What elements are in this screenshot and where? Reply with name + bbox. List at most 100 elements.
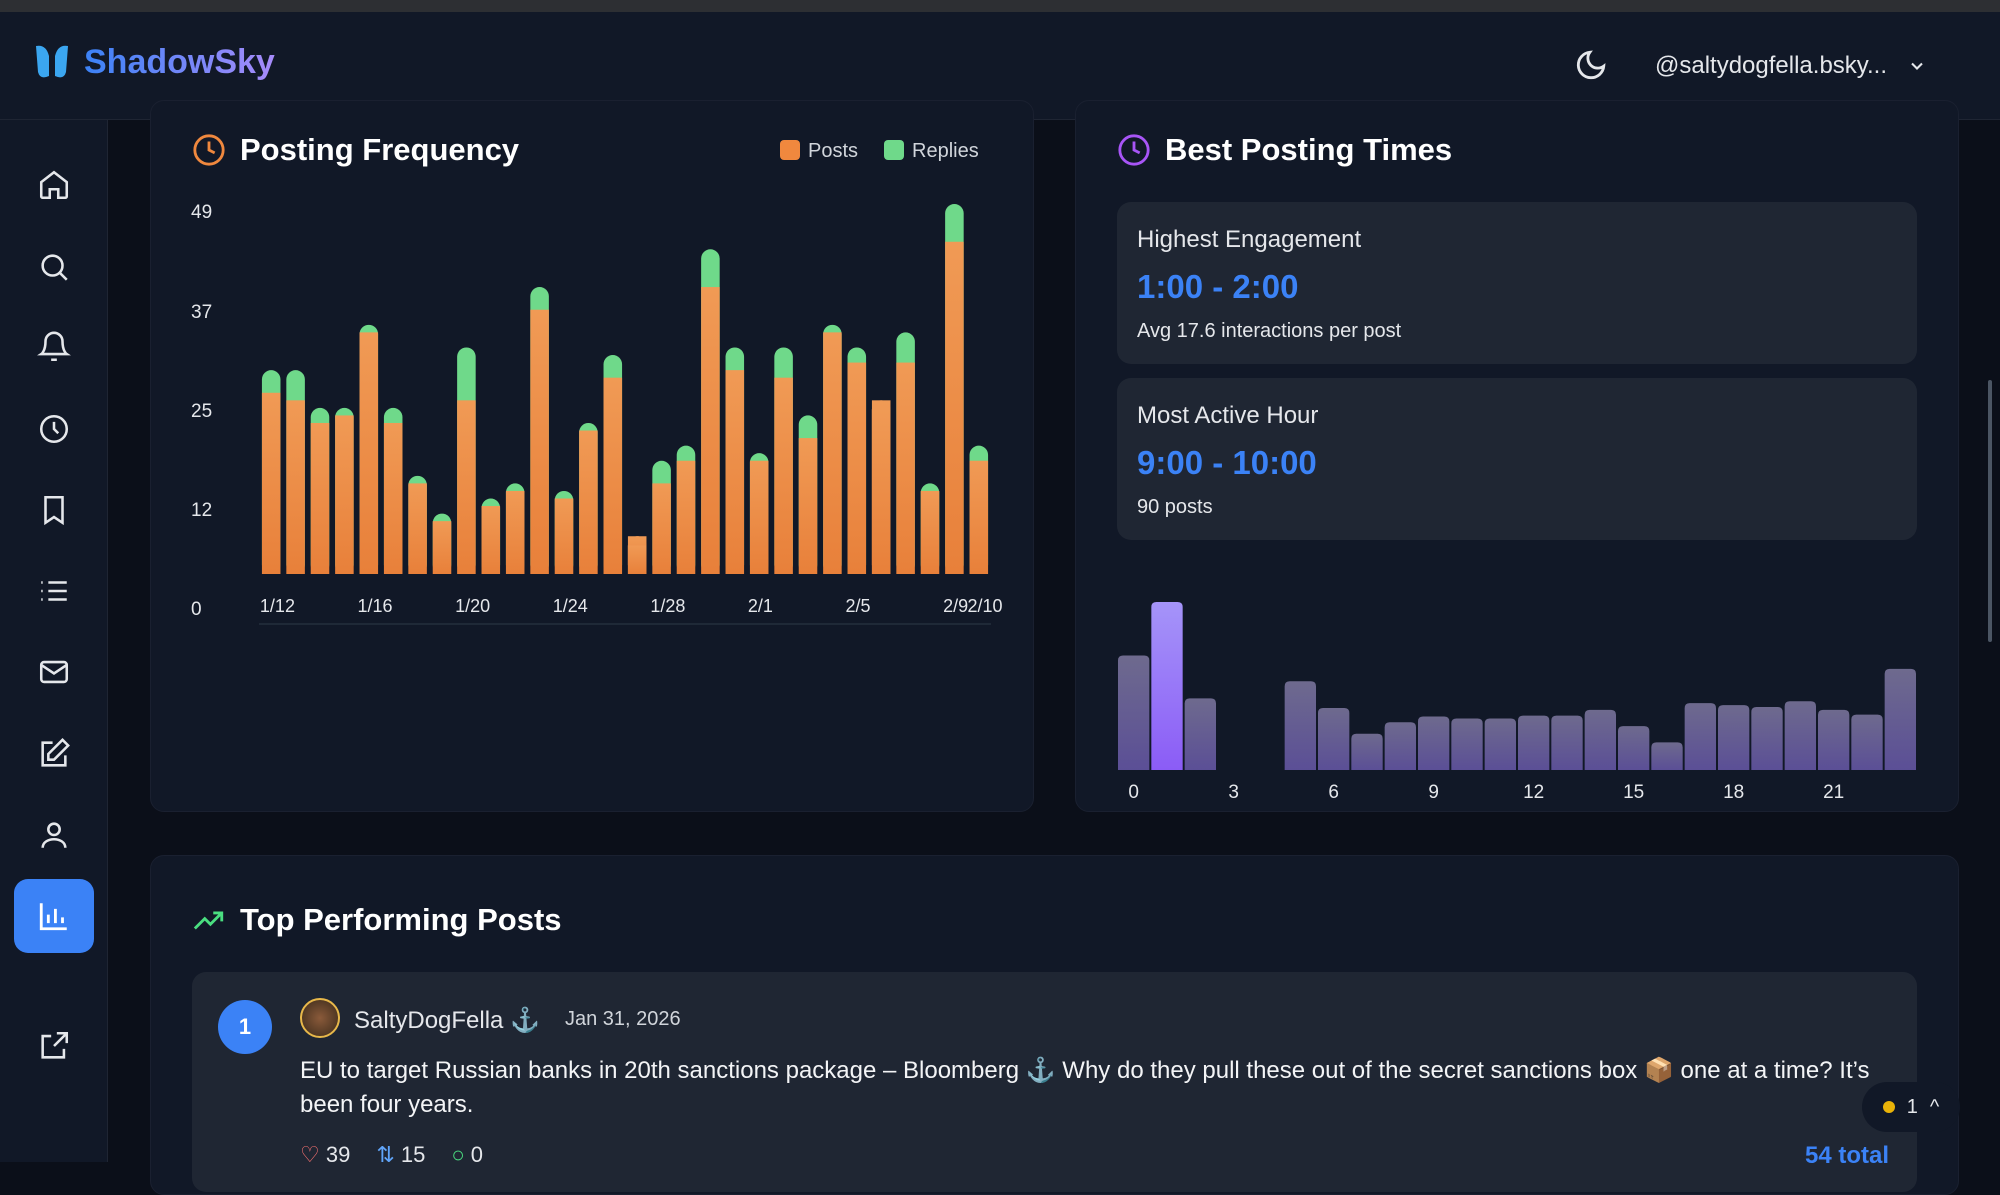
bar-posts-1/14[interactable] <box>310 422 330 574</box>
author-name[interactable]: SaltyDogFella ⚓ <box>354 1007 540 1034</box>
legend-posts[interactable]: Posts <box>780 140 858 163</box>
bar-posts-1/18[interactable] <box>408 483 427 574</box>
like-count: 39 <box>325 1142 351 1167</box>
posting-frequency-chart: 1/12 1/16 1/20 1/24 1/28 2/1 2/5 2/9 2/10 <box>259 204 1003 625</box>
bar-posts-1/20[interactable] <box>457 400 476 574</box>
total-interactions: 54 total <box>1804 1142 1889 1169</box>
y-tick-label: 0 <box>191 599 202 620</box>
bar-posts-1/19[interactable] <box>432 521 452 574</box>
stat-label: Highest Engagement <box>1137 226 1362 253</box>
bar-posts-2/2[interactable] <box>774 377 793 574</box>
y-tick-label: 12 <box>191 500 213 521</box>
window-top-strip <box>0 0 2000 12</box>
bar-posts-fill <box>871 409 891 574</box>
logo[interactable]: ShadowSky <box>32 42 275 82</box>
sidebar <box>0 120 108 1162</box>
sidebar-item-bookmarks[interactable] <box>14 473 94 547</box>
bar-posts-1/21[interactable] <box>481 506 501 574</box>
legend-swatch <box>780 140 800 160</box>
bar-posts-1/13[interactable] <box>286 400 305 574</box>
bar-posts-1/12[interactable] <box>261 392 281 574</box>
sidebar-item-compose[interactable] <box>14 717 94 791</box>
x-tick-label: 1/28 <box>650 596 685 616</box>
x-tick-label: 1/12 <box>260 596 295 616</box>
bar-posts-2/1[interactable] <box>749 460 769 574</box>
x-tick-label: 2/9 <box>943 596 968 616</box>
bookmark-icon <box>44 495 64 526</box>
sidebar-item-home[interactable] <box>14 148 94 222</box>
post-date: Jan 31, 2026 <box>565 1008 681 1030</box>
most-active-hour-card: Most Active Hour 9:00 - 10:00 90 posts <box>1117 378 1917 540</box>
x-tick-label: 2/1 <box>748 596 773 616</box>
user-handle: @saltydogfella.bsky... <box>1655 52 1888 79</box>
legend-swatch <box>884 140 905 160</box>
bar-posts-1/24[interactable] <box>554 498 574 574</box>
sidebar-item-notifications[interactable] <box>14 310 94 384</box>
title-text: Best Posting Times <box>1165 132 1453 167</box>
chart-legend: Posts Replies <box>780 140 979 163</box>
mail-icon <box>39 660 69 684</box>
notification-pill[interactable]: 1 ^ <box>1862 1082 1960 1132</box>
posting-frequency-title: Posting Frequency <box>192 132 519 168</box>
bar-posts-1/31[interactable] <box>725 370 745 574</box>
best-times-title: Best Posting Times <box>1117 132 1452 168</box>
bar-posts-1/28[interactable] <box>652 483 671 574</box>
author-avatar[interactable] <box>300 998 340 1038</box>
home-icon <box>39 170 69 200</box>
scrollbar[interactable] <box>1988 380 1992 642</box>
status-dot <box>1882 1101 1895 1113</box>
y-tick-label: 37 <box>191 302 213 323</box>
top-post-item[interactable]: 1 SaltyDogFella ⚓ Jan 31, 2026 EU to tar… <box>192 972 1917 1192</box>
butterfly-logo-icon <box>36 45 68 78</box>
bell-icon <box>37 331 71 362</box>
edit-icon <box>41 738 70 767</box>
bar-posts-2/8[interactable] <box>920 490 940 574</box>
bar-posts-1/22[interactable] <box>505 490 525 574</box>
bar-posts-1/29[interactable] <box>676 460 696 574</box>
legend-label: Posts <box>808 140 859 162</box>
bar-posts-2/5[interactable] <box>847 362 867 574</box>
sidebar-item-profile[interactable] <box>14 798 94 872</box>
bar-posts-2/9[interactable] <box>945 241 964 574</box>
bar-posts-2/4[interactable] <box>823 332 842 574</box>
stat-sub: Avg 17.6 interactions per post <box>1137 320 1402 342</box>
bar-chart-icon <box>39 903 67 931</box>
post-text: EU to target Russian banks in 20th sanct… <box>300 1057 1870 1118</box>
sidebar-item-analytics[interactable] <box>14 879 94 953</box>
bar-posts-fill <box>627 545 647 574</box>
heart-icon: ♡ 39 <box>300 1142 351 1167</box>
bar-posts-1/26[interactable] <box>603 377 623 574</box>
y-tick-label: 25 <box>191 401 213 422</box>
top-posts-title: Top Performing Posts <box>192 902 562 938</box>
sidebar-item-history[interactable] <box>14 392 94 466</box>
post-stats: ♡ 39 ⇅ 15 ○ 0 <box>300 1142 483 1168</box>
bar-posts-2/3[interactable] <box>798 438 818 574</box>
title-text: Top Performing Posts <box>240 902 562 937</box>
repost-count: 15 <box>400 1142 426 1167</box>
sidebar-item-search[interactable] <box>14 230 94 304</box>
clock-icon <box>193 134 225 166</box>
stat-sub: 90 posts <box>1137 496 1213 518</box>
bar-posts-1/25[interactable] <box>579 430 598 574</box>
x-tick-label: 1/16 <box>358 596 393 616</box>
account-menu[interactable]: @saltydogfella.bsky... <box>1655 52 1927 80</box>
bar-posts-1/16[interactable] <box>359 332 379 574</box>
sidebar-item-external-link[interactable] <box>14 1009 94 1083</box>
clock-icon <box>39 414 69 444</box>
legend-replies[interactable]: Replies <box>884 140 979 163</box>
sidebar-item-lists[interactable] <box>14 554 94 628</box>
title-text: Posting Frequency <box>240 132 520 167</box>
chevron-up-icon: ^ <box>1929 1095 1940 1118</box>
bar-posts-1/23[interactable] <box>530 309 549 574</box>
bar-posts-1/17[interactable] <box>383 422 403 574</box>
bar-posts-2/10[interactable] <box>969 460 989 574</box>
repost-icon: ⇅ 15 <box>376 1142 426 1167</box>
theme-toggle-moon-icon[interactable] <box>1574 48 1608 82</box>
bar-posts-2/7[interactable] <box>896 362 915 574</box>
bar-posts-1/15[interactable] <box>335 415 354 574</box>
notification-count: 1 <box>1906 1095 1918 1118</box>
stat-label: Most Active Hour <box>1137 402 1319 429</box>
bar-posts-1/30[interactable] <box>701 287 720 574</box>
x-tick-label: 2/5 <box>846 596 871 616</box>
sidebar-item-messages[interactable] <box>14 635 94 709</box>
